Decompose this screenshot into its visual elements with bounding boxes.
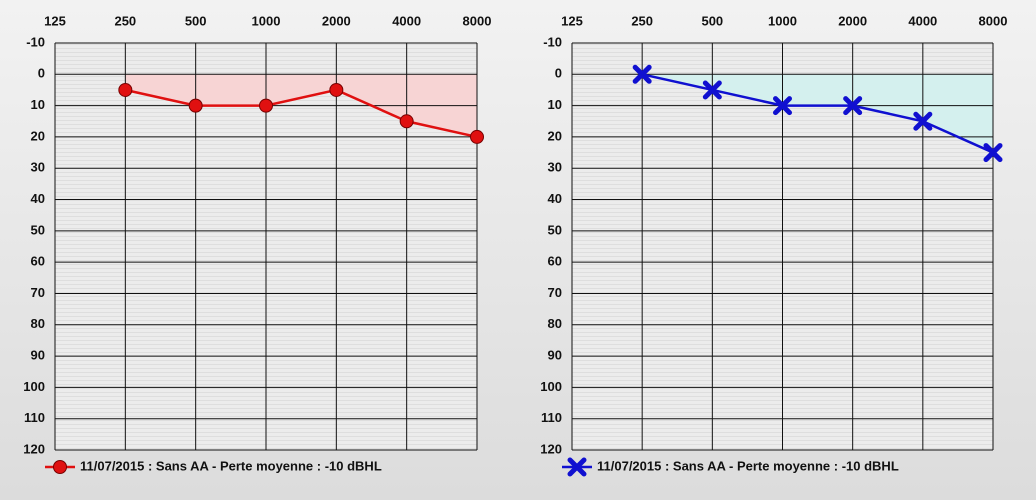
x-tick-label: 500 <box>185 13 207 28</box>
y-tick-label: 110 <box>541 410 562 425</box>
x-tick-label: 250 <box>631 13 653 28</box>
y-tick-label: 80 <box>548 316 562 331</box>
x-tick-label: 1000 <box>768 13 797 28</box>
y-tick-label: 20 <box>548 128 562 143</box>
y-tick-label: -10 <box>543 34 562 49</box>
y-tick-label: 40 <box>548 191 562 206</box>
series-line <box>641 73 994 154</box>
y-tick-label: 20 <box>31 128 45 143</box>
marker <box>702 80 722 100</box>
y-tick-label: 80 <box>31 316 45 331</box>
y-tick-label: 40 <box>31 191 45 206</box>
y-tick-label: 120 <box>23 441 45 456</box>
legend-label: 11/07/2015 : Sans AA - Perte moyenne : -… <box>597 458 899 473</box>
y-tick-label: 30 <box>548 160 562 175</box>
x-tick-label: 125 <box>44 13 66 28</box>
marker <box>188 98 203 113</box>
loss-area <box>125 74 477 137</box>
legend-label: 11/07/2015 : Sans AA - Perte moyenne : -… <box>80 458 382 473</box>
x-tick-label: 2000 <box>838 13 867 28</box>
marker <box>329 82 344 97</box>
y-tick-label: -10 <box>26 34 45 49</box>
x-tick-label: 125 <box>561 13 583 28</box>
marker <box>913 111 933 131</box>
y-tick-label: 10 <box>31 97 45 112</box>
y-tick-label: 0 <box>555 66 562 81</box>
y-tick-label: 110 <box>24 410 45 425</box>
x-tick-label: 8000 <box>463 13 492 28</box>
y-tick-label: 70 <box>31 285 45 300</box>
x-tick-label: 4000 <box>392 13 421 28</box>
marker <box>773 96 792 116</box>
x-tick-label: 500 <box>701 13 723 28</box>
y-tick-label: 100 <box>23 379 45 394</box>
y-tick-label: 10 <box>548 97 562 112</box>
y-tick-label: 100 <box>540 379 562 394</box>
series-line <box>125 88 478 139</box>
marker <box>259 98 273 113</box>
x-tick-label: 8000 <box>979 13 1008 28</box>
legend-marker <box>53 460 67 474</box>
x-tick-label: 250 <box>114 13 136 28</box>
y-tick-label: 120 <box>540 441 562 456</box>
y-tick-label: 50 <box>548 222 562 237</box>
marker <box>470 129 484 144</box>
x-tick-label: 1000 <box>252 13 281 28</box>
marker <box>632 64 652 84</box>
marker <box>399 114 414 129</box>
y-tick-label: 60 <box>31 254 45 269</box>
marker <box>843 96 863 116</box>
y-tick-label: 70 <box>548 285 562 300</box>
y-tick-label: 30 <box>31 160 45 175</box>
marker <box>118 82 133 97</box>
y-tick-label: 50 <box>31 222 45 237</box>
y-tick-label: 90 <box>548 348 562 363</box>
legend-marker <box>567 457 587 477</box>
x-tick-label: 4000 <box>908 13 937 28</box>
x-tick-label: 2000 <box>322 13 351 28</box>
marker <box>983 143 1003 163</box>
y-tick-label: 60 <box>548 254 562 269</box>
y-tick-label: 90 <box>31 348 45 363</box>
y-tick-label: 0 <box>38 66 45 81</box>
